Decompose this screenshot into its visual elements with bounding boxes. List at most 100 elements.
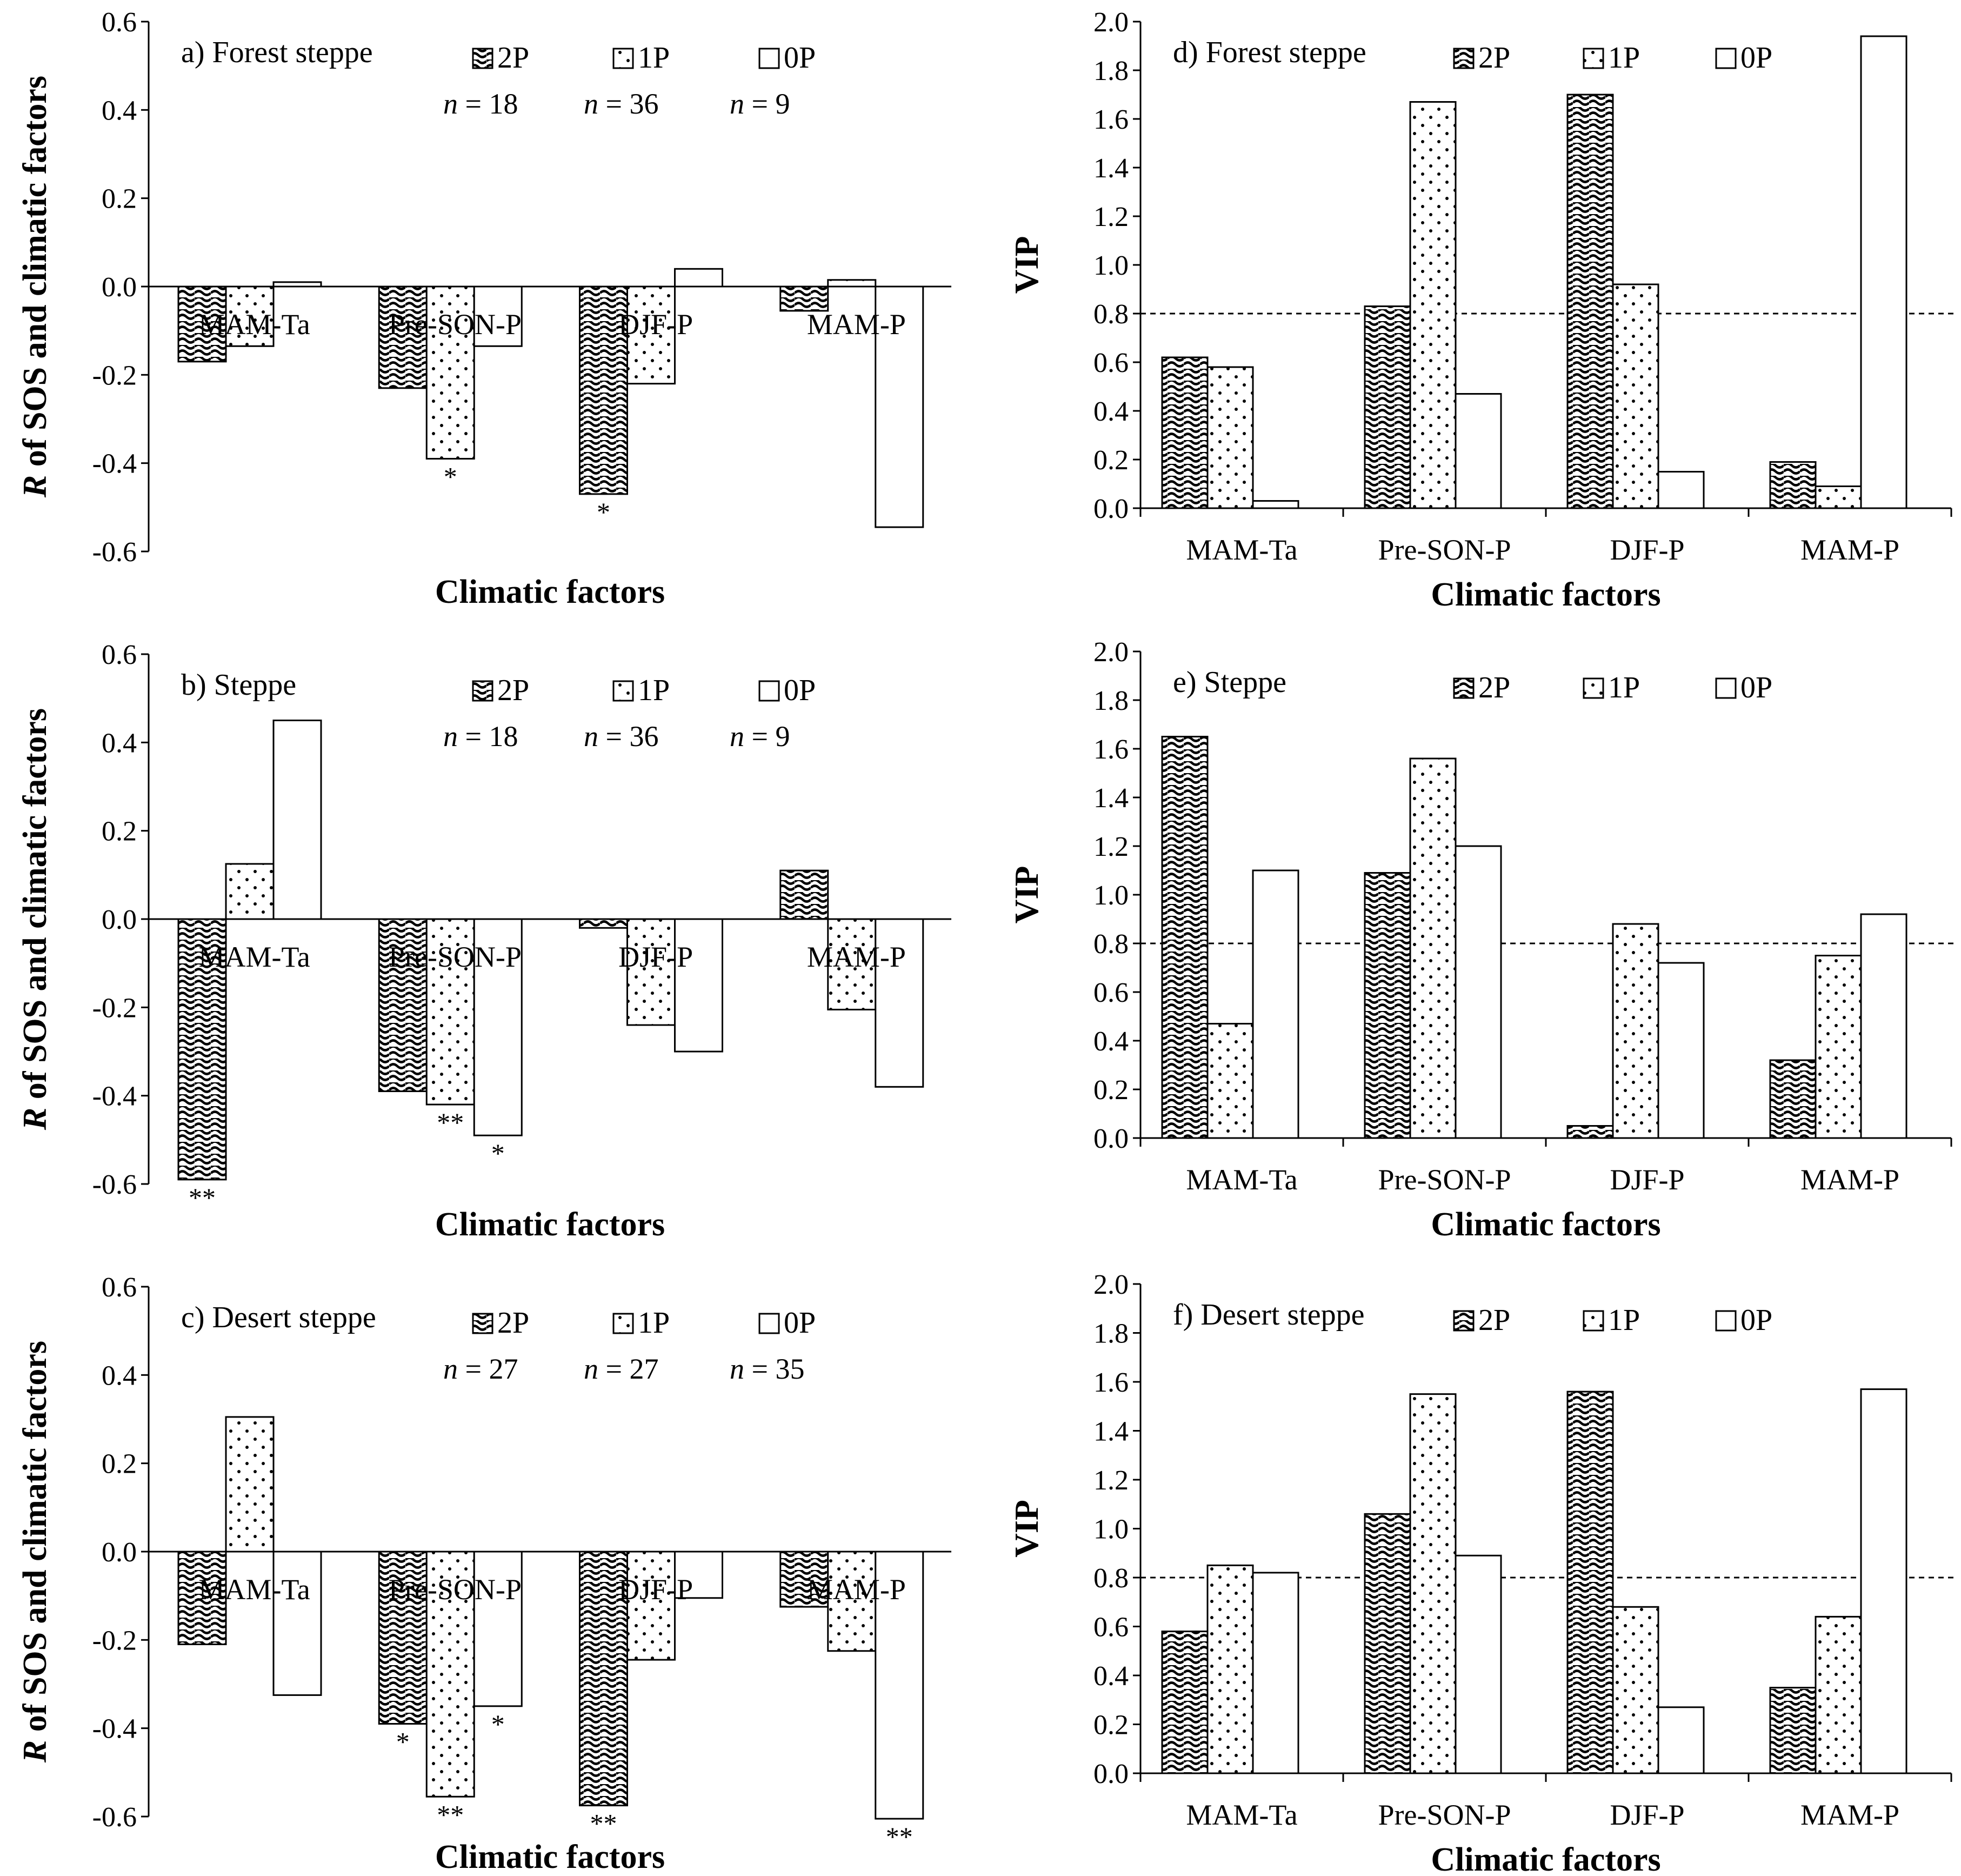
- bar-0P-DJF-P: [674, 268, 723, 288]
- legend-swatch-2P: [472, 1313, 493, 1334]
- y-tick-label: -0.2: [92, 993, 137, 1023]
- category-label: DJF-P: [1610, 1163, 1684, 1196]
- bar-2P-MAM-P: [1769, 1059, 1817, 1139]
- y-tick-label: 1.2: [1093, 1465, 1129, 1496]
- category-label: Pre-SON-P: [1378, 534, 1511, 566]
- legend-label-1P: 1P: [1608, 1303, 1640, 1337]
- y-tick-label: 1.8: [1093, 686, 1129, 716]
- y-tick-label: -0.6: [92, 1802, 137, 1833]
- panel-title: f) Desert steppe: [1173, 1298, 1365, 1332]
- bar-2P-MAM-P: [779, 869, 829, 920]
- category-label: MAM-Ta: [1186, 534, 1297, 566]
- y-tick-label: 0.2: [102, 816, 137, 847]
- significance-mark: *: [491, 1138, 505, 1168]
- y-tick-label: 0.2: [1093, 445, 1129, 476]
- category-label: MAM-P: [1800, 1799, 1899, 1831]
- y-tick-label: 1.0: [1093, 250, 1129, 281]
- bar-0P-Pre-SON-P: [473, 918, 523, 1136]
- bar-0P-MAM-P: [1860, 913, 1907, 1139]
- legend-label-0P: 0P: [784, 674, 816, 707]
- bar-0P-MAM-P: [875, 918, 924, 1088]
- bar-0P-Pre-SON-P: [1455, 1554, 1502, 1774]
- bar-1P-DJF-P: [1612, 1606, 1659, 1774]
- y-axis-title: R of SOS and climatic factors: [17, 1341, 54, 1763]
- y-tick-label: -0.4: [92, 1714, 137, 1745]
- category-label: MAM-Ta: [199, 1573, 310, 1606]
- bar-0P-DJF-P: [674, 918, 723, 1053]
- y-tick-label: -0.6: [92, 1169, 137, 1200]
- y-tick-label: 0.2: [1093, 1075, 1129, 1106]
- y-tick-label: -0.4: [92, 1081, 137, 1112]
- category-label: Pre-SON-P: [389, 308, 522, 341]
- bar-2P-Pre-SON-P: [378, 918, 428, 1092]
- y-tick-label: 0.2: [1093, 1710, 1129, 1741]
- legend-label-2P: 2P: [497, 41, 529, 75]
- category-label: MAM-Ta: [1186, 1799, 1297, 1831]
- legend-swatch-2P: [1453, 48, 1475, 69]
- bar-2P-DJF-P: [1566, 94, 1614, 509]
- y-tick-label: -0.6: [92, 537, 137, 568]
- legend-swatch-0P: [1715, 1310, 1737, 1332]
- y-tick-label: 0.6: [102, 7, 137, 38]
- y-tick-label: 1.4: [1093, 783, 1129, 814]
- bar-2P-Pre-SON-P: [1364, 1513, 1411, 1774]
- bar-0P-MAM-Ta: [272, 1551, 322, 1696]
- y-tick-label: 0.2: [102, 184, 137, 215]
- bar-2P-DJF-P: [579, 1551, 628, 1807]
- legend-label-1P: 1P: [638, 1306, 670, 1340]
- y-tick-label: 0.4: [102, 95, 137, 126]
- bar-1P-MAM-Ta: [225, 1416, 275, 1553]
- category-label: MAM-P: [807, 941, 906, 973]
- legend-label-1P: 1P: [1608, 671, 1640, 704]
- bar-2P-MAM-P: [1769, 461, 1817, 509]
- y-tick-label: 2.0: [1093, 1269, 1129, 1300]
- sample-size: n = 18: [443, 720, 518, 753]
- legend-label-0P: 0P: [784, 1306, 816, 1340]
- bar-1P-Pre-SON-P: [1409, 1393, 1457, 1774]
- panel-e: 2.0 1.8 1.6 1.4 1.2 1.0 0.8 0.6 0.4 0.2 0.0 MAM-Ta P…: [1009, 637, 1954, 1243]
- bar-2P-MAM-Ta: [177, 918, 227, 1181]
- bar-2P-MAM-Ta: [1161, 736, 1209, 1139]
- y-tick-label: -0.2: [92, 1625, 137, 1656]
- bar-0P-MAM-Ta: [272, 720, 322, 920]
- bar-0P-DJF-P: [674, 1551, 723, 1599]
- bar-0P-Pre-SON-P: [1455, 845, 1502, 1139]
- y-tick-label: 0.4: [1093, 396, 1129, 427]
- y-tick-label: 1.8: [1093, 1319, 1129, 1349]
- y-tick-label: 0.4: [102, 1360, 137, 1391]
- y-tick-label: 1.2: [1093, 202, 1129, 232]
- category-label: MAM-P: [1800, 534, 1899, 566]
- bar-0P-MAM-P: [1860, 35, 1907, 509]
- significance-mark: **: [886, 1821, 913, 1852]
- bar-1P-MAM-Ta: [225, 285, 275, 347]
- bar-1P-MAM-P: [1815, 1615, 1862, 1774]
- legend-swatch-0P: [758, 680, 780, 702]
- x-axis-title: Climatic factors: [435, 1839, 665, 1875]
- significance-mark: **: [189, 1182, 216, 1213]
- sample-size: n = 18: [443, 88, 518, 120]
- legend-swatch-1P: [1583, 677, 1604, 699]
- category-label: DJF-P: [618, 1573, 693, 1606]
- category-label: Pre-SON-P: [389, 941, 522, 973]
- bar-0P-MAM-Ta: [1252, 500, 1299, 509]
- significance-mark: *: [491, 1709, 505, 1739]
- y-tick-label: 2.0: [1093, 7, 1129, 38]
- bar-2P-DJF-P: [579, 918, 628, 929]
- bar-1P-DJF-P: [626, 1551, 676, 1661]
- legend-swatch-0P: [1715, 48, 1737, 69]
- significance-mark: *: [597, 497, 610, 527]
- legend-swatch-2P: [472, 48, 493, 69]
- y-tick-label: 0.0: [102, 904, 137, 935]
- y-tick-label: 1.4: [1093, 153, 1129, 184]
- bar-1P-DJF-P: [1612, 923, 1659, 1139]
- y-tick-label: 0.4: [1093, 1661, 1129, 1692]
- sample-size: n = 36: [584, 720, 658, 753]
- y-tick-label: 1.6: [1093, 1367, 1129, 1398]
- legend-swatch-2P: [1453, 677, 1475, 699]
- sample-size: n = 36: [584, 88, 658, 120]
- legend-swatch-2P: [1453, 1310, 1475, 1332]
- bar-1P-MAM-P: [827, 1551, 877, 1652]
- category-label: DJF-P: [618, 941, 693, 973]
- y-tick-label: 1.6: [1093, 734, 1129, 765]
